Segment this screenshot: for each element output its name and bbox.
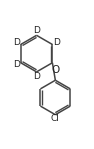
Text: O: O <box>52 65 60 75</box>
Text: D: D <box>53 38 60 47</box>
Text: D: D <box>33 26 40 35</box>
Text: D: D <box>13 60 20 69</box>
Text: D: D <box>13 38 20 47</box>
Text: D: D <box>33 72 40 81</box>
Text: Cl: Cl <box>51 114 60 123</box>
